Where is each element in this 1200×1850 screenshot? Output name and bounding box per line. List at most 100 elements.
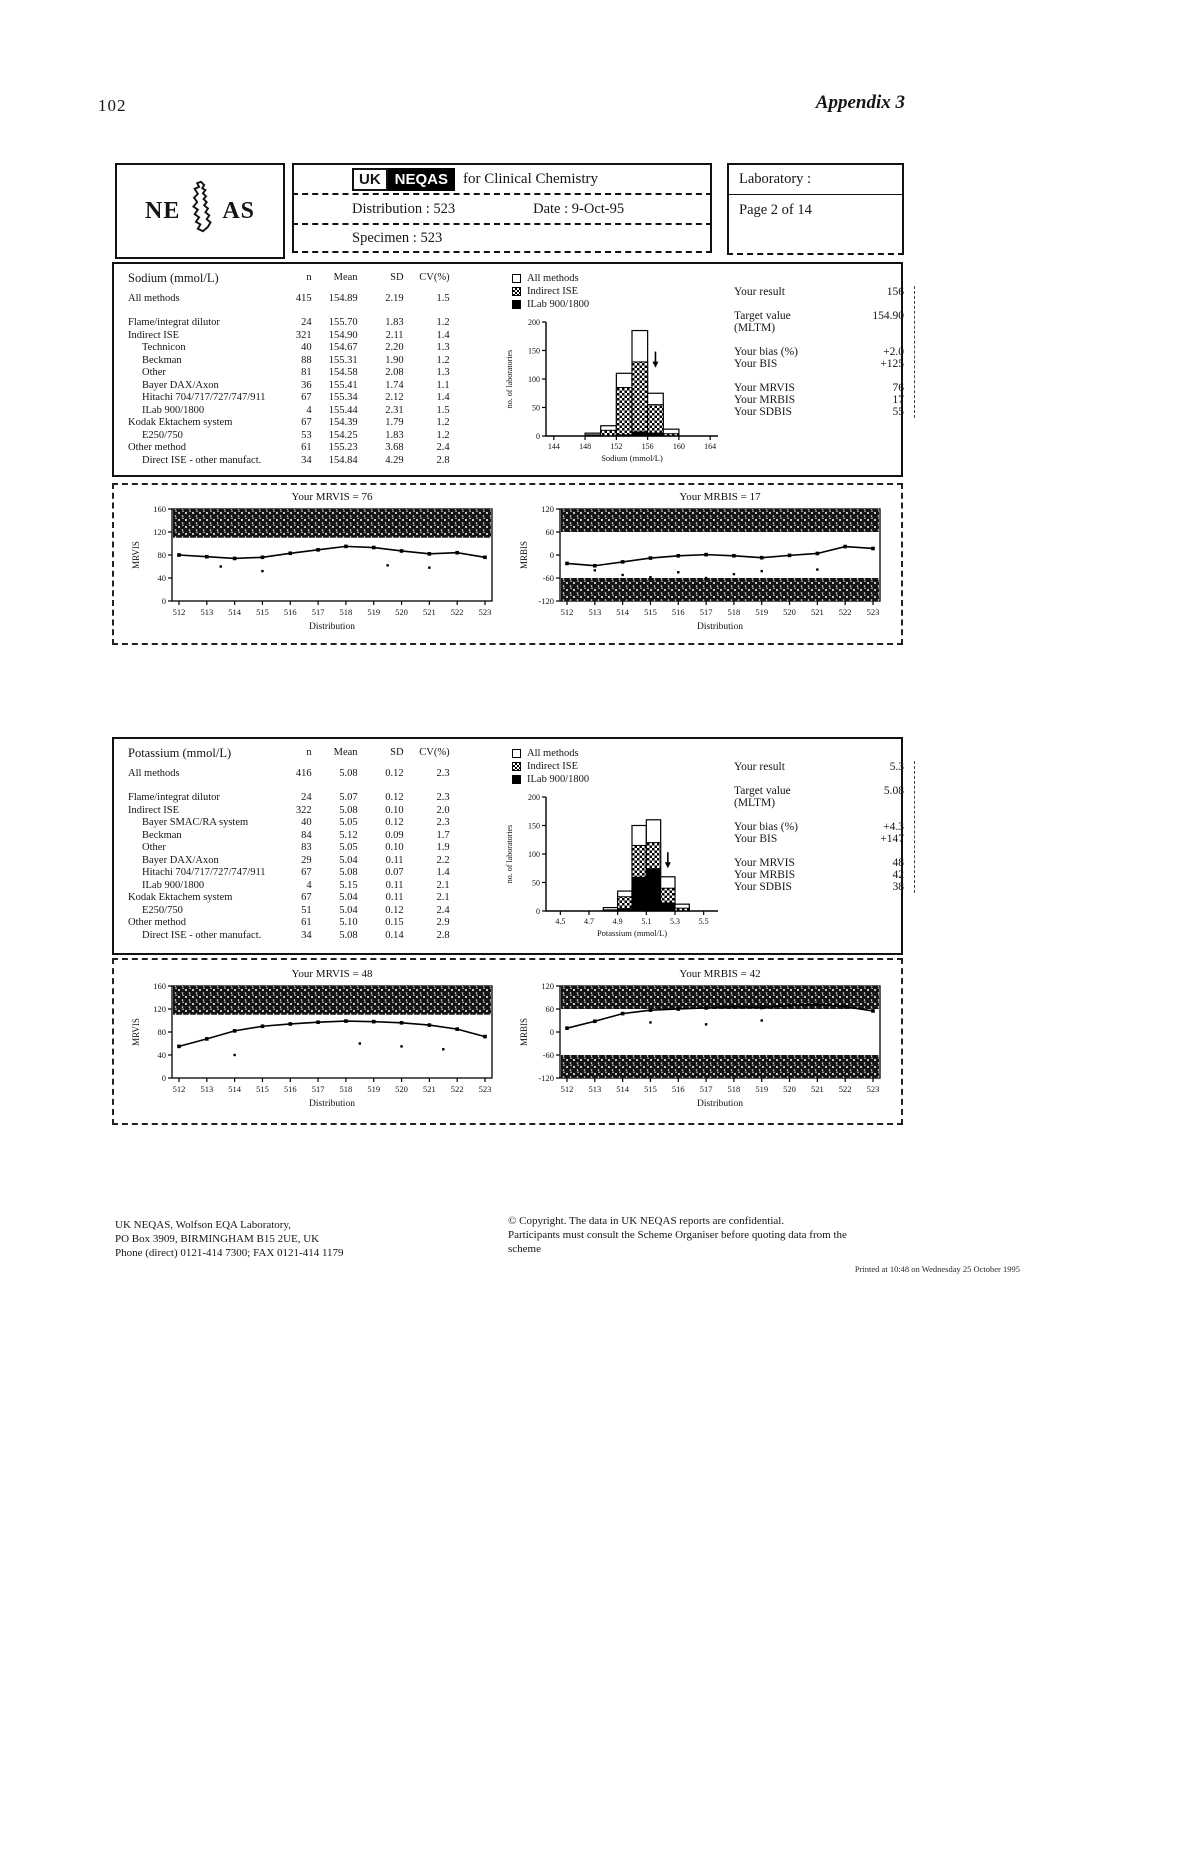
svg-text:80: 80 (158, 1027, 167, 1037)
svg-text:50: 50 (532, 879, 540, 888)
result-value: +4.3 (883, 821, 904, 833)
result-row: Your bias (%) +4.3 (734, 821, 904, 833)
report-header: UK NEQAS for Clinical Chemistry Distribu… (292, 163, 712, 253)
svg-text:519: 519 (367, 607, 380, 617)
sodium-methods-table: Sodium (mmol/L) n Mean SD CV(%) All methods 41… (126, 272, 450, 467)
svg-text:514: 514 (616, 1084, 630, 1094)
appendix-title: Appendix 3 (815, 92, 905, 113)
result-value: 5.08 (883, 785, 904, 797)
svg-text:512: 512 (173, 607, 186, 617)
svg-text:518: 518 (728, 1084, 741, 1094)
svg-text:514: 514 (228, 1084, 242, 1094)
footer-line: © Copyright. The data in UK NEQAS report… (508, 1215, 785, 1227)
legend-label: ILab 900/1800 (527, 299, 590, 310)
svg-text:-120: -120 (538, 596, 554, 606)
sodium-histogram: 0 50 100 150 200 144 148 152 156 160 164 Sodium (mm… (502, 308, 727, 489)
svg-text:164: 164 (704, 442, 716, 451)
sodium-section: Sodium (mmol/L) n Mean SD CV(%) All methods 41… (112, 262, 915, 477)
result-label: Your MRBIS (734, 394, 796, 406)
page-of-label: Page 2 of 14 (739, 201, 812, 218)
svg-text:no. of laboratories: no. of laboratories (505, 350, 514, 408)
svg-text:0: 0 (536, 907, 540, 916)
footer-address: UK NEQAS, Wolfson EQA Laboratory, PO Box … (115, 1218, 485, 1260)
svg-text:4.9: 4.9 (613, 917, 623, 926)
svg-text:512: 512 (173, 1084, 186, 1094)
result-label: Your SDBIS (734, 881, 792, 893)
svg-text:518: 518 (340, 1084, 353, 1094)
result-label: Your result (734, 761, 785, 773)
logo-text-right: AS (222, 197, 256, 224)
svg-text:5.5: 5.5 (699, 917, 709, 926)
potassium-mrbis-chart: Your MRBIS = 42 -120 -60 0 60 120 512 513 514 515… (516, 966, 888, 1123)
svg-text:517: 517 (700, 1084, 713, 1094)
svg-text:60: 60 (546, 527, 555, 537)
svg-text:513: 513 (588, 607, 601, 617)
analyte-title: Potassium (mmol/L) (128, 746, 232, 760)
potassium-results-panel: Your result 5.3 Target value (MLTM) 5.08 You… (734, 761, 915, 893)
method-row: Direct ISE - other manufact. 34 154.84 4.29… (142, 454, 450, 466)
legend-label: All methods (527, 748, 579, 759)
analyte-title: Sodium (mmol/L) (128, 271, 219, 285)
result-row: Your BIS +147 (734, 833, 904, 845)
svg-text:160: 160 (153, 981, 166, 991)
legend-label: Indirect ISE (527, 286, 579, 297)
method-row: Flame/integrat dilutor 24 5.07 0.12 2.3 (128, 792, 450, 803)
result-label: Your SDBIS (734, 406, 792, 418)
svg-text:144: 144 (548, 442, 560, 451)
result-label: Your BIS (734, 833, 778, 845)
svg-text:520: 520 (783, 607, 796, 617)
specimen-label: Specimen : 523 (352, 229, 443, 246)
svg-text:80: 80 (158, 550, 167, 560)
legend-item: Indirect ISE (512, 285, 589, 298)
sodium-charts-box: Your MRVIS = 76 0 40 80 120 160 512 513 514 515 51… (112, 483, 903, 645)
logo-text-left: NE (144, 197, 181, 224)
svg-text:521: 521 (811, 607, 824, 617)
svg-text:40: 40 (158, 1050, 167, 1060)
svg-text:523: 523 (867, 607, 880, 617)
result-value: 38 (892, 881, 905, 893)
result-value: 156 (886, 286, 904, 298)
method-row: Technicon 40 154.67 2.20 1.3 (142, 342, 450, 353)
laboratory-label: Laboratory : (729, 165, 902, 195)
method-row: Hitachi 704/717/727/747/911 67 5.08 0.07 1.4 (142, 867, 450, 878)
methods-table: Sodium (mmol/L) n Mean SD CV(%) All methods 41… (126, 272, 450, 467)
svg-text:515: 515 (644, 607, 657, 617)
legend-item: All methods (512, 747, 589, 760)
potassium-histogram: 0 50 100 150 200 4.5 4.7 4.9 5.1 5.3 5.5 Potassium … (502, 783, 727, 964)
result-row: Your BIS +125 (734, 358, 904, 370)
svg-text:MRBIS: MRBIS (519, 1018, 529, 1046)
column-header: Mean (333, 272, 358, 283)
method-row: Bayer DAX/Axon 29 5.04 0.11 2.2 (142, 854, 450, 866)
svg-text:522: 522 (839, 1084, 852, 1094)
laboratory-box: Laboratory : Page 2 of 14 (727, 163, 904, 255)
svg-text:521: 521 (423, 607, 436, 617)
method-row: ILab 900/1800 4 5.15 0.11 2.1 (142, 879, 450, 891)
uk-map-icon (192, 180, 213, 233)
method-row: Indirect ISE 322 5.08 0.10 2.0 (128, 804, 450, 816)
svg-text:Distribution: Distribution (309, 622, 355, 632)
svg-text:no. of laboratories: no. of laboratories (505, 825, 514, 883)
svg-text:520: 520 (395, 607, 408, 617)
report-title-row: UK NEQAS for Clinical Chemistry (292, 163, 712, 193)
potassium-section: Potassium (mmol/L) n Mean SD CV(%) All method… (112, 737, 915, 955)
svg-text:521: 521 (811, 1084, 824, 1094)
svg-text:0: 0 (162, 596, 166, 606)
svg-text:160: 160 (673, 442, 685, 451)
result-value: 17 (892, 394, 905, 406)
method-row: Beckman 84 5.12 0.09 1.7 (142, 829, 450, 841)
column-header: Mean (333, 747, 358, 758)
method-row: E250/750 51 5.04 0.12 2.4 (142, 904, 450, 916)
result-value: 76 (892, 382, 905, 394)
footer-line: PO Box 3909, BIRMINGHAM B15 2UE, UK (115, 1233, 320, 1245)
svg-text:520: 520 (783, 1084, 796, 1094)
potassium-charts-box: Your MRVIS = 48 0 40 80 120 160 512 513 514 515 51… (112, 958, 903, 1125)
method-row: All methods 415 154.89 2.19 1.5 (128, 292, 450, 304)
svg-text:521: 521 (423, 1084, 436, 1094)
legend-item: All methods (512, 272, 589, 285)
svg-text:MRVIS: MRVIS (131, 1018, 141, 1046)
result-label: Your MRBIS (734, 869, 796, 881)
footer-line: Phone (direct) 0121-414 7300; FAX 0121-4… (115, 1247, 344, 1259)
sodium-results-panel: Your result 156 Target value (MLTM) 154.90 Y… (734, 286, 915, 418)
legend-item: ILab 900/1800 (512, 773, 589, 786)
